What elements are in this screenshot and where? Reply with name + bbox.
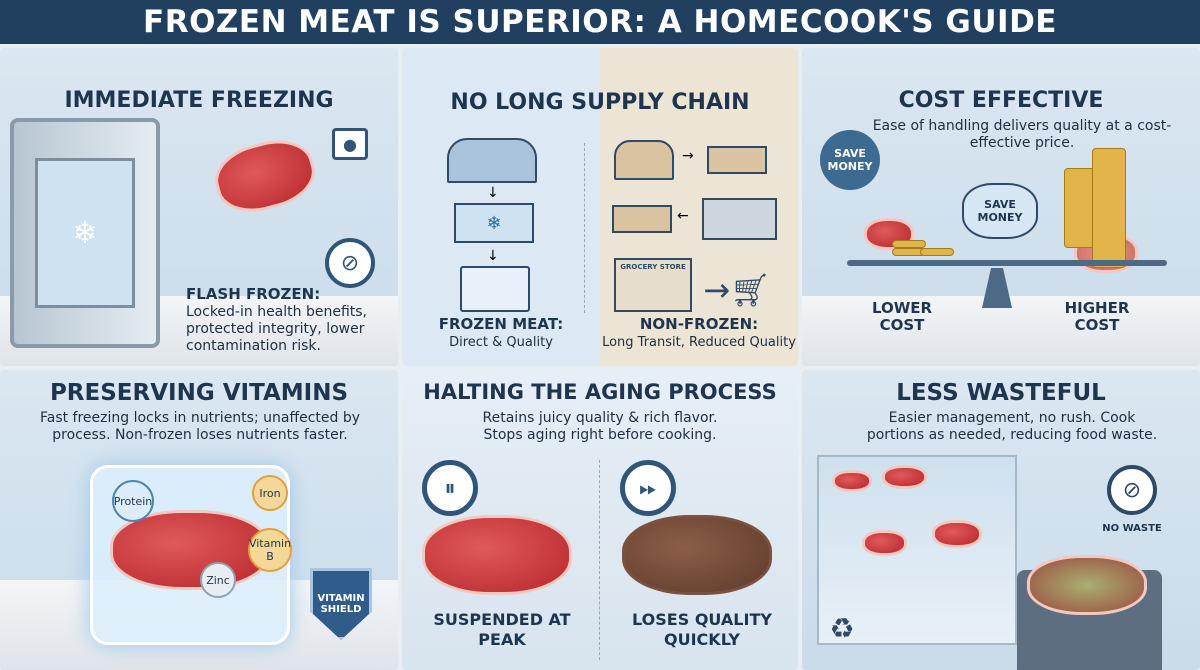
steak-image xyxy=(110,510,270,590)
portion xyxy=(862,530,907,556)
panel-title: NO LONG SUPPLY CHAIN xyxy=(450,90,750,115)
panel-supply-chain: NO LONG SUPPLY CHAIN ↓ ❄ ↓ FROZEN MEAT: … xyxy=(402,48,798,366)
arrow-down-icon: ↓ xyxy=(487,185,499,201)
steak-image xyxy=(208,131,322,221)
panel-less-wasteful: LESS WASTEFUL Easier management, no rush… xyxy=(802,370,1200,670)
panel-cost-effective: COST EFFECTIVE Ease of handling delivers… xyxy=(802,48,1200,366)
snowflake-icon: ❄ xyxy=(35,158,135,308)
no-waste-label: NO WASTE xyxy=(1102,523,1162,534)
chest-freezer-icon xyxy=(460,266,530,312)
refrigerated-truck-icon: ❄ xyxy=(454,203,534,243)
vitamins-text: Fast freezing locks in nutrients; unaffe… xyxy=(39,410,361,443)
arrow-left-icon: ← xyxy=(677,208,689,224)
panel-immediate-freezing: IMMEDIATE FREEZING ❄ ● ⊘ FLASH FROZEN: L… xyxy=(0,48,398,366)
truck-icon xyxy=(612,205,672,233)
panel-title: PRESERVING VITAMINS xyxy=(49,380,349,406)
arrow-right-icon: → xyxy=(682,148,694,164)
scale-base xyxy=(982,268,1012,308)
lower-cost-label: LOWER COST xyxy=(871,299,933,334)
nutrient-protein: Protein xyxy=(112,480,154,522)
page-title: FROZEN MEAT IS SUPERIOR: A HOMECOOK'S GU… xyxy=(0,0,1200,44)
save-money-tag: SAVE MONEY xyxy=(820,130,880,190)
shopping-cart-icon: →🛒︎ xyxy=(703,271,771,309)
flash-frozen-label: FLASH FROZEN: xyxy=(186,285,321,303)
piggy-bank-icon: SAVE MONEY xyxy=(962,183,1038,239)
truck-icon xyxy=(707,146,767,174)
panel-title: HALTING THE AGING PROCESS xyxy=(423,380,777,404)
no-waste-icon: ⊘ xyxy=(1107,465,1157,515)
balance-scale-icon xyxy=(847,260,1167,266)
panel-title: IMMEDIATE FREEZING xyxy=(64,88,334,113)
portion xyxy=(882,465,927,489)
suspended-label: SUSPENDED AT PEAK xyxy=(433,610,571,649)
recycle-icon: ♻ xyxy=(829,611,855,645)
frozen-label: FROZEN MEAT: xyxy=(438,315,564,333)
aging-text: Retains juicy quality & rich flavor. Sto… xyxy=(482,410,718,443)
pause-clock-icon: ⏸︎ xyxy=(422,460,478,516)
spoiled-meat-image xyxy=(1027,555,1147,615)
nutrient-iron: Iron xyxy=(252,475,288,511)
panel-title: COST EFFECTIVE xyxy=(898,88,1104,113)
portion xyxy=(832,470,872,492)
warehouse-icon xyxy=(702,198,777,240)
panel-preserving-vitamins: PRESERVING VITAMINS Fast freezing locks … xyxy=(0,370,398,670)
higher-cost-label: HIGHER COST xyxy=(1064,299,1130,334)
divider xyxy=(599,460,600,660)
panel-aging-process: HALTING THE AGING PROCESS Retains juicy … xyxy=(402,370,798,670)
panel-title: LESS WASTEFUL xyxy=(896,380,1106,406)
nutrient-vitamin-b: Vitamin B xyxy=(248,528,292,572)
freezer-icon: ❄ xyxy=(10,118,160,348)
nonfrozen-label: NON-FROZEN: xyxy=(639,315,759,333)
no-bacteria-icon: ⊘ xyxy=(325,238,375,288)
frozen-text: Direct & Quality xyxy=(449,335,553,350)
fresh-steak-image xyxy=(422,515,572,595)
fast-forward-clock-icon: ⏩︎ xyxy=(620,460,676,516)
arrow-down-icon: ↓ xyxy=(487,248,499,264)
nutrient-zinc: Zinc xyxy=(200,562,236,598)
farm-icon xyxy=(447,138,537,183)
portion xyxy=(932,520,982,548)
grocery-store-icon: GROCERY STORE xyxy=(614,258,692,312)
loses-quality-label: LOSES QUALITY QUICKLY xyxy=(632,610,772,649)
waste-text: Easier management, no rush. Cook portion… xyxy=(866,410,1158,443)
cost-text: Ease of handling delivers quality at a c… xyxy=(872,118,1172,151)
farm-icon xyxy=(614,140,674,180)
lock-icon: ● xyxy=(332,128,368,160)
divider xyxy=(584,143,585,313)
nonfrozen-text: Long Transit, Reduced Quality xyxy=(602,335,796,350)
flash-frozen-text: Locked-in health benefits, protected int… xyxy=(186,304,367,354)
aged-steak-image xyxy=(622,515,772,595)
